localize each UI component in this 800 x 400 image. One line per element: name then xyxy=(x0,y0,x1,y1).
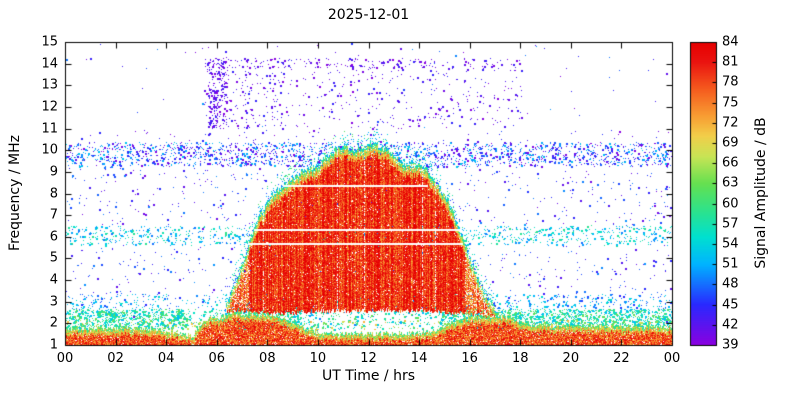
cb-tick-label: 72 xyxy=(722,115,739,131)
cb-tick-label: 42 xyxy=(722,317,739,333)
x-tick-label: 00 xyxy=(663,351,681,366)
colorbar-label: Signal Amplitude / dB xyxy=(753,117,769,269)
y-tick-label: 3 xyxy=(49,294,58,310)
x-tick-label: 20 xyxy=(562,351,580,366)
y-tick-label: 7 xyxy=(49,207,58,223)
cb-tick-label: 69 xyxy=(722,135,739,151)
x-tick-label: 04 xyxy=(157,351,175,366)
x-tick-label: 16 xyxy=(461,351,478,366)
cb-tick-label: 39 xyxy=(722,337,739,353)
x-tick-label: 12 xyxy=(360,351,377,366)
y-tick-label: 12 xyxy=(41,99,58,115)
y-tick-label: 9 xyxy=(49,164,58,180)
cb-tick-label: 81 xyxy=(722,54,739,70)
y-tick-label: 4 xyxy=(49,272,58,288)
x-tick-label: 06 xyxy=(208,351,226,366)
cb-tick-label: 66 xyxy=(722,155,739,171)
cb-tick-label: 78 xyxy=(722,74,739,90)
chart-title: 2025-12-01 xyxy=(327,7,410,23)
y-tick-label: 1 xyxy=(49,337,58,353)
y-tick-label: 14 xyxy=(41,56,58,72)
y-tick-label: 10 xyxy=(41,142,58,158)
x-tick-label: 22 xyxy=(613,351,630,366)
x-tick-label: 18 xyxy=(511,351,529,366)
x-axis-label: UT Time / hrs xyxy=(321,368,416,384)
cb-tick-label: 60 xyxy=(722,196,739,212)
x-tick-label: 00 xyxy=(56,351,74,366)
cb-tick-label: 48 xyxy=(722,276,739,292)
y-tick-label: 15 xyxy=(41,34,58,50)
x-tick-label: 08 xyxy=(259,351,276,366)
y-tick-label: 5 xyxy=(49,250,58,266)
cb-tick-label: 57 xyxy=(722,216,739,232)
y-tick-label: 2 xyxy=(49,315,58,331)
x-tick-label: 14 xyxy=(410,351,428,366)
cb-tick-label: 51 xyxy=(722,256,739,272)
y-tick-label: 11 xyxy=(41,121,58,137)
cb-tick-label: 45 xyxy=(722,297,739,313)
y-axis-label: Frequency / MHz xyxy=(7,135,23,251)
y-tick-label: 6 xyxy=(49,229,58,245)
x-tick-label: 10 xyxy=(309,351,327,366)
y-tick-label: 8 xyxy=(49,186,58,201)
cb-tick-label: 54 xyxy=(722,236,739,252)
cb-tick-label: 84 xyxy=(722,34,739,50)
y-tick-label: 13 xyxy=(41,77,58,93)
x-tick-label: 02 xyxy=(107,351,124,366)
cb-tick-label: 75 xyxy=(722,95,739,111)
cb-tick-label: 63 xyxy=(722,175,739,191)
